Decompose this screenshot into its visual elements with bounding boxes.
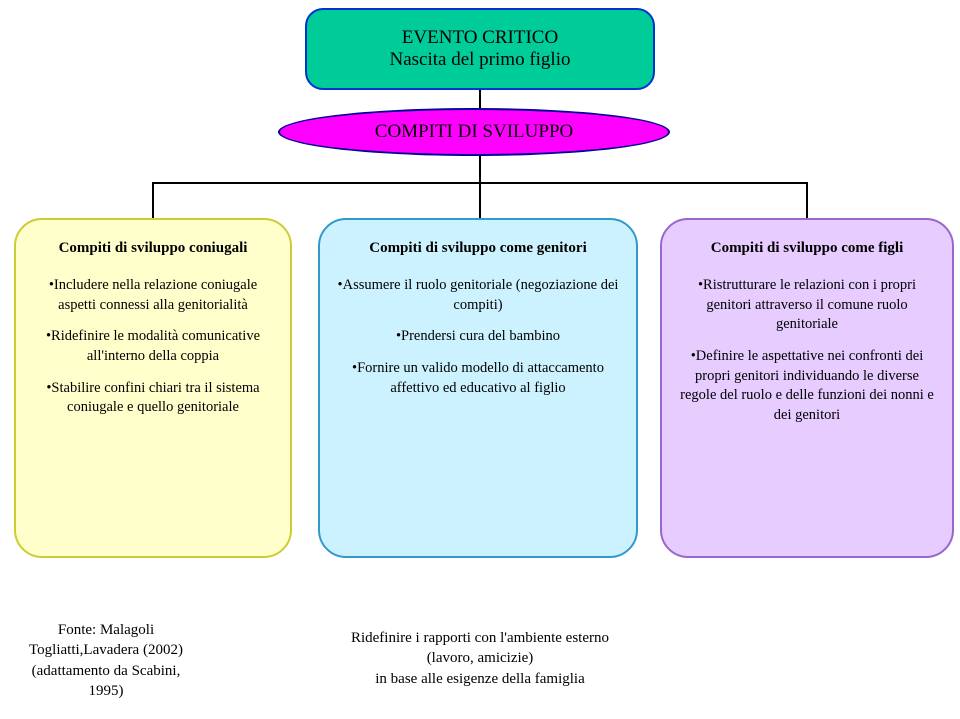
right-item: •Ristrutturare le relazioni con i propri… (676, 276, 938, 335)
source-line: Togliatti,Lavadera (2002) (6, 640, 206, 660)
connector-mid-down (479, 182, 481, 220)
event-line1: EVENTO CRITICO (402, 27, 558, 49)
bottom-note: Ridefinire i rapporti con l'ambiente est… (300, 628, 660, 689)
card-right-title: Compiti di sviluppo come figli (676, 238, 938, 258)
event-line2: Nascita del primo figlio (390, 49, 571, 71)
mid-item: •Assumere il ruolo genitoriale (negoziaz… (334, 276, 622, 315)
card-mid-title: Compiti di sviluppo come genitori (334, 238, 622, 258)
left-item: •Includere nella relazione coniugale asp… (30, 276, 276, 315)
left-item: •Stabilire confini chiari tra il sistema… (30, 379, 276, 418)
card-mid-list: •Assumere il ruolo genitoriale (negoziaz… (334, 276, 622, 398)
card-coniugali: Compiti di sviluppo coniugali •Includere… (14, 218, 292, 558)
bottom-line: Ridefinire i rapporti con l'ambiente est… (300, 628, 660, 648)
source-line: (adattamento da Scabini, (6, 661, 206, 681)
mid-item: •Fornire un valido modello di attaccamen… (334, 359, 622, 398)
source-line: Fonte: Malagoli (6, 620, 206, 640)
source-footnote: Fonte: Malagoli Togliatti,Lavadera (2002… (6, 620, 206, 701)
connector-ellipse-down (479, 156, 481, 182)
bottom-line: in base alle esigenze della famiglia (300, 669, 660, 689)
mid-item: •Prendersi cura del bambino (334, 327, 622, 347)
tasks-ellipse: COMPITI DI SVILUPPO (278, 108, 670, 156)
left-item: •Ridefinire le modalità comunicative all… (30, 327, 276, 366)
connector-left-down (152, 182, 154, 220)
card-genitori: Compiti di sviluppo come genitori •Assum… (318, 218, 638, 558)
card-figli: Compiti di sviluppo come figli •Ristrutt… (660, 218, 954, 558)
right-item: •Definire le aspettative nei confronti d… (676, 347, 938, 425)
card-left-title: Compiti di sviluppo coniugali (30, 238, 276, 258)
source-line: 1995) (6, 681, 206, 701)
bottom-line: (lavoro, amicizie) (300, 648, 660, 668)
card-right-list: •Ristrutturare le relazioni con i propri… (676, 276, 938, 425)
card-left-list: •Includere nella relazione coniugale asp… (30, 276, 276, 417)
connector-right-down (806, 182, 808, 220)
ellipse-label: COMPITI DI SVILUPPO (375, 121, 573, 143)
connector-top (479, 90, 481, 108)
event-box: EVENTO CRITICO Nascita del primo figlio (305, 8, 655, 90)
